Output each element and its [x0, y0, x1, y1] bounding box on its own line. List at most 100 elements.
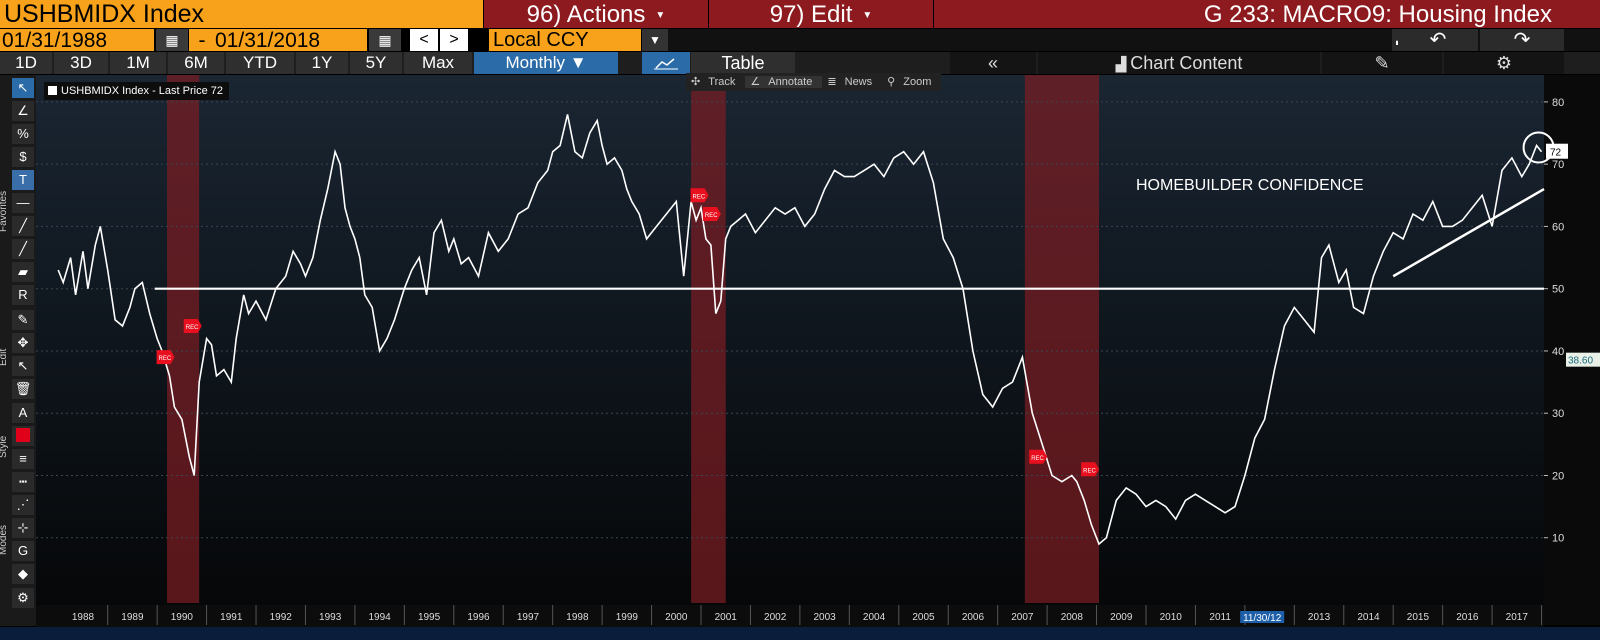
legend-swatch — [48, 86, 57, 95]
x-tick-label: 2006 — [962, 612, 985, 623]
font-icon[interactable]: A — [12, 403, 34, 423]
recession-band — [691, 75, 726, 603]
magnet-icon[interactable]: G — [12, 541, 34, 561]
period-button[interactable]: YTD — [226, 52, 294, 74]
next-period-button[interactable]: > — [440, 29, 468, 51]
x-tick-label: 2004 — [863, 612, 886, 623]
recession-marker[interactable]: REC — [1029, 449, 1048, 464]
rec-marker-label: REC — [705, 213, 718, 219]
chart-annotation[interactable]: HOMEBUILDER CONFIDENCE — [1136, 177, 1364, 194]
x-tick-label: 1992 — [270, 612, 293, 623]
period-button[interactable]: 6M — [168, 52, 224, 74]
period-button[interactable]: 1M — [110, 52, 166, 74]
edit-chart-icon[interactable]: ✎ — [1322, 52, 1442, 74]
percent-tool-icon[interactable]: % — [12, 124, 34, 144]
undo-icon[interactable]: ↶ — [1398, 29, 1478, 51]
rec-marker-label: REC — [186, 325, 199, 331]
trash-icon[interactable]: 🗑 — [12, 379, 34, 399]
currency-select[interactable]: Local CCY — [489, 29, 641, 51]
track-label: Track — [708, 76, 736, 88]
news-tool[interactable]: ≣ News — [822, 76, 882, 88]
actions-menu[interactable]: 96) Actions ▼ — [484, 0, 708, 28]
price-line[interactable] — [57, 114, 1543, 546]
prev-period-button[interactable]: < — [410, 29, 438, 51]
trend-line[interactable] — [1392, 187, 1545, 278]
x-tick-label: 2005 — [912, 612, 935, 623]
cursor-icon[interactable]: ↖ — [12, 78, 34, 98]
calendar-icon[interactable]: ▦ — [156, 29, 188, 51]
period-button[interactable]: 1Y — [296, 52, 348, 74]
x-tick-label: 1993 — [319, 612, 342, 623]
ray-line-icon[interactable]: ╱ — [12, 239, 34, 259]
ref-value-badge — [1566, 352, 1600, 367]
rec-marker-label: REC — [159, 356, 172, 362]
security-ticker[interactable]: USHBMIDX Index — [0, 0, 483, 28]
pencil-icon[interactable]: ✎ — [12, 310, 34, 330]
redo-icon[interactable]: ↷ — [1480, 29, 1564, 51]
edit-menu[interactable]: 97) Edit ▼ — [709, 0, 933, 28]
calendar-icon[interactable]: ▦ — [369, 29, 401, 51]
line-tool-icon[interactable]: ∠ — [12, 101, 34, 121]
recession-marker[interactable]: REC — [156, 350, 175, 365]
x-tick-label: 1989 — [121, 612, 144, 623]
chart-tools-menu: ✣ Track ∠ Annotate ≣ News ⚲ Zoom — [686, 73, 942, 91]
end-date-field[interactable]: 01/31/2018 — [213, 29, 367, 52]
chart-content-button[interactable]: ▟ Chart Content — [1038, 52, 1320, 74]
channel-icon[interactable]: ▰ — [12, 262, 34, 282]
chart-panel[interactable] — [36, 75, 1544, 625]
x-tick-label: 1990 — [171, 612, 194, 623]
collapse-button[interactable]: « — [950, 52, 1036, 74]
bar-chart-icon: ▟ — [1115, 56, 1131, 72]
move-icon[interactable]: ✥ — [12, 333, 34, 353]
r-tool-icon[interactable]: R — [12, 285, 34, 305]
rec-marker-shape — [690, 188, 709, 203]
period-button[interactable]: Max — [404, 52, 472, 74]
x-tick-label: 2009 — [1110, 612, 1133, 623]
gear-icon[interactable]: ⚙ — [1444, 52, 1564, 74]
zoom-tool[interactable]: ⚲ Zoom — [882, 76, 941, 88]
dollar-tool-icon[interactable]: $ — [12, 147, 34, 167]
period-button[interactable]: 3D — [54, 52, 108, 74]
period-button[interactable]: 5Y — [350, 52, 402, 74]
rec-marker-shape — [1029, 449, 1048, 464]
crosshair-icon[interactable]: ⊹ — [12, 518, 34, 538]
recession-marker[interactable]: REC — [690, 188, 709, 203]
recession-marker[interactable]: REC — [702, 206, 721, 221]
recession-marker[interactable]: REC — [1081, 462, 1100, 477]
frequency-select[interactable]: Monthly ▼ — [474, 52, 618, 74]
line-weight-icon[interactable]: ≡ — [12, 449, 34, 469]
horizontal-line-icon[interactable]: — — [12, 193, 34, 213]
rec-marker-shape — [156, 350, 175, 365]
page-title: G 233: MACRO9: Housing Index — [934, 0, 1600, 28]
annotate-tool[interactable]: ∠ Annotate — [745, 76, 823, 88]
trend-line-icon[interactable]: ╱ — [12, 216, 34, 236]
x-tick-label: 1999 — [616, 612, 639, 623]
table-view-button[interactable]: Table — [691, 52, 795, 74]
last-price-badge — [1546, 143, 1568, 159]
crosshair-date-label: 11/30/12 — [1243, 613, 1282, 624]
track-tool[interactable]: ✣ Track — [686, 76, 745, 88]
chart-view-button[interactable] — [642, 52, 690, 74]
chevron-down-icon[interactable]: ▼ — [642, 29, 668, 51]
gear-icon[interactable]: ⚙ — [12, 588, 34, 608]
dotted-line-icon[interactable]: ⋰ — [12, 495, 34, 515]
select-icon[interactable]: ↖ — [12, 356, 34, 376]
rec-marker-label: REC — [693, 194, 706, 200]
x-tick-label: 2008 — [1061, 612, 1084, 623]
color-swatch-icon[interactable] — [12, 426, 34, 446]
x-tick-label: 2015 — [1407, 612, 1430, 623]
actions-label: 96) Actions — [526, 1, 646, 28]
start-date-field[interactable]: 01/31/1988 — [0, 29, 154, 52]
y-tick-label: 10 — [1552, 533, 1564, 545]
recession-marker[interactable]: REC — [183, 319, 202, 334]
x-tick-label: 1988 — [72, 612, 95, 623]
x-tick-label: 2003 — [813, 612, 836, 623]
text-tool-icon[interactable]: T — [12, 170, 34, 190]
chart-legend[interactable]: USHBMIDX Index - Last Price 72 — [44, 82, 230, 100]
chevron-down-icon: ▼ — [655, 10, 666, 22]
period-button[interactable]: 1D — [0, 52, 52, 74]
multicolor-icon[interactable]: ◆ — [12, 564, 34, 584]
x-tick-label: 2010 — [1160, 612, 1183, 623]
line-style-icon[interactable]: ┅ — [12, 472, 34, 492]
